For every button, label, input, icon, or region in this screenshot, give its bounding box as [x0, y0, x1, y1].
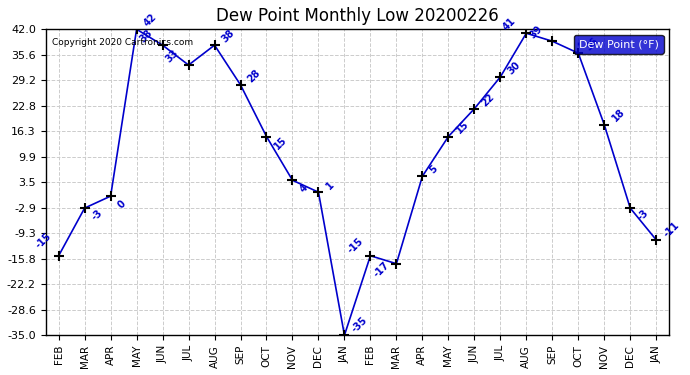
- Text: 22: 22: [480, 92, 497, 108]
- Text: -3: -3: [90, 208, 105, 223]
- Text: 33: 33: [164, 48, 180, 64]
- Text: 5: 5: [428, 164, 440, 176]
- Legend: Dew Point (°F): Dew Point (°F): [574, 35, 664, 54]
- Text: 4: 4: [298, 183, 310, 195]
- Text: -17: -17: [371, 260, 391, 280]
- Title: Dew Point Monthly Low 20200226: Dew Point Monthly Low 20200226: [216, 7, 499, 25]
- Text: 38: 38: [220, 28, 237, 44]
- Text: 28: 28: [246, 68, 263, 84]
- Text: -15: -15: [34, 231, 53, 251]
- Text: -3: -3: [635, 208, 651, 223]
- Text: 42: 42: [142, 12, 159, 28]
- Text: Copyright 2020 Cartronics.com: Copyright 2020 Cartronics.com: [52, 39, 193, 48]
- Text: 1: 1: [324, 180, 336, 191]
- Text: -11: -11: [662, 220, 681, 239]
- Text: 15: 15: [272, 134, 288, 151]
- Text: 0: 0: [116, 199, 128, 211]
- Text: 18: 18: [610, 107, 627, 124]
- Text: -35: -35: [350, 315, 369, 334]
- Text: 39: 39: [527, 24, 544, 40]
- Text: 38: 38: [137, 28, 155, 44]
- Text: 36: 36: [584, 36, 600, 52]
- Text: 15: 15: [454, 119, 471, 136]
- Text: -15: -15: [346, 236, 365, 255]
- Text: 30: 30: [506, 60, 522, 76]
- Text: 41: 41: [502, 16, 518, 33]
